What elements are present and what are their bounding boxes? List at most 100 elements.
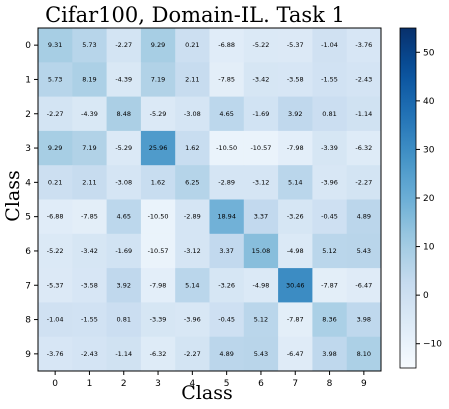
heatmap-cell-labels: 9.31 5.73 -2.27 9.29 0.21 -6.88 -5.22 -5.37 -1.0… [47, 41, 373, 358]
cell-value-label: -2.27 [355, 178, 372, 186]
heatmap-cell [209, 96, 245, 132]
cell-value-label: -2.27 [184, 350, 201, 358]
plot-frame [37, 27, 382, 372]
y-tick-label: 3 [25, 144, 31, 154]
cell-value-label: 5.14 [288, 178, 302, 186]
heatmap-cell [278, 336, 313, 372]
heatmap-cell [106, 336, 142, 372]
heatmap-cell [38, 268, 73, 303]
cell-value-label: 4.65 [117, 213, 131, 221]
heatmap-cell [209, 302, 245, 338]
cell-value-label: 5.43 [357, 247, 371, 255]
cell-value-label: 3.92 [117, 281, 131, 289]
cell-value-label: -1.04 [47, 316, 64, 324]
heatmap-cell [278, 233, 313, 269]
cell-value-label: -3.42 [81, 247, 98, 255]
x-tick-label: 2 [121, 379, 127, 389]
heatmap-cell [243, 336, 279, 372]
heatmap-cell [106, 96, 142, 132]
heatmap-cell [175, 233, 210, 269]
cell-value-label: -5.37 [47, 281, 64, 289]
heatmap-cell [278, 268, 313, 303]
heatmap-cell [243, 165, 279, 200]
cell-value-label: -2.27 [115, 41, 132, 49]
heatmap-cell [243, 268, 279, 303]
heatmap-cell [312, 130, 348, 166]
cell-value-label: 5.12 [322, 247, 336, 255]
x-tick-label: 3 [155, 379, 161, 389]
x-tick-label: 5 [224, 379, 230, 389]
heatmap-cell [175, 165, 210, 200]
x-tick-label: 9 [361, 379, 367, 389]
heatmap-cell [38, 130, 73, 166]
cell-value-label: 9.29 [48, 144, 62, 152]
x-axis-ticks: 0 1 2 3 4 5 6 7 8 9 [52, 371, 367, 389]
cell-value-label: -4.98 [287, 247, 304, 255]
cell-value-label: 1.62 [151, 178, 165, 186]
colorbar-tick-label: −10 [423, 340, 442, 350]
heatmap-cell [140, 28, 176, 63]
cell-value-label: 5.43 [254, 350, 268, 358]
cell-value-label: -1.55 [321, 75, 338, 83]
cell-value-label: -3.08 [115, 178, 132, 186]
heatmap-cell [346, 96, 382, 132]
heatmap-cell [140, 233, 176, 269]
heatmap-cell [106, 130, 142, 166]
y-tick-label: 8 [25, 316, 31, 326]
x-tick-label: 7 [292, 379, 298, 389]
cell-value-label: -3.08 [184, 110, 201, 118]
x-tick-label: 4 [189, 379, 195, 389]
cell-value-label: -6.32 [150, 350, 167, 358]
cell-value-label: -7.98 [150, 281, 167, 289]
heatmap-cell [312, 268, 348, 303]
cell-value-label: 0.81 [322, 110, 336, 118]
heatmap-cell [106, 302, 142, 338]
heatmap-cell [209, 199, 245, 235]
y-axis-label: Class [2, 170, 24, 221]
cell-value-label: -1.04 [321, 41, 338, 49]
cell-value-label: -6.47 [355, 281, 372, 289]
colorbar [399, 27, 417, 369]
heatmap-cell [106, 165, 142, 200]
heatmap-cells [38, 28, 382, 372]
cell-value-label: 1.62 [185, 144, 199, 152]
heatmap-cell [175, 336, 210, 372]
cell-value-label: 0.21 [185, 41, 199, 49]
cell-value-label: -7.87 [287, 316, 304, 324]
cell-value-label: -7.87 [321, 281, 338, 289]
heatmap-cell [209, 130, 245, 166]
heatmap-cell [72, 165, 108, 200]
cell-value-label: 6.25 [185, 178, 199, 186]
cell-value-label: -1.14 [355, 110, 372, 118]
cell-value-label: -1.14 [115, 350, 132, 358]
chart-title: Cifar100, Domain-IL. Task 1 [45, 3, 345, 27]
cell-value-label: 5.73 [82, 41, 96, 49]
heatmap-cell [209, 165, 245, 200]
heatmap-cell [346, 233, 382, 269]
colorbar-tick-label: 30 [423, 145, 435, 155]
heatmap-cell [140, 199, 176, 235]
heatmap-cell [72, 336, 108, 372]
heatmap-cell [346, 62, 382, 98]
cell-value-label: -7.98 [287, 144, 304, 152]
cell-value-label: -5.29 [150, 110, 167, 118]
x-tick-label: 6 [258, 379, 264, 389]
colorbar-tick-label: 20 [423, 194, 435, 204]
cell-value-label: -2.89 [218, 178, 235, 186]
heatmap-cell [38, 233, 73, 269]
heatmap-cell [72, 96, 108, 132]
x-tick-label: 8 [327, 379, 333, 389]
heatmap-cell [278, 165, 313, 200]
heatmap-cell [175, 268, 210, 303]
cell-value-label: 3.37 [254, 213, 268, 221]
cell-value-label: -3.12 [253, 178, 270, 186]
heatmap-cell [209, 268, 245, 303]
heatmap-cell [312, 336, 348, 372]
heatmap-cell [38, 28, 73, 63]
heatmap-cell [72, 268, 108, 303]
cell-value-label: 8.19 [82, 75, 96, 83]
y-tick-label: 5 [25, 213, 31, 223]
heatmap-cell [278, 96, 313, 132]
cell-value-label: -3.39 [321, 144, 338, 152]
heatmap-cell [312, 165, 348, 200]
